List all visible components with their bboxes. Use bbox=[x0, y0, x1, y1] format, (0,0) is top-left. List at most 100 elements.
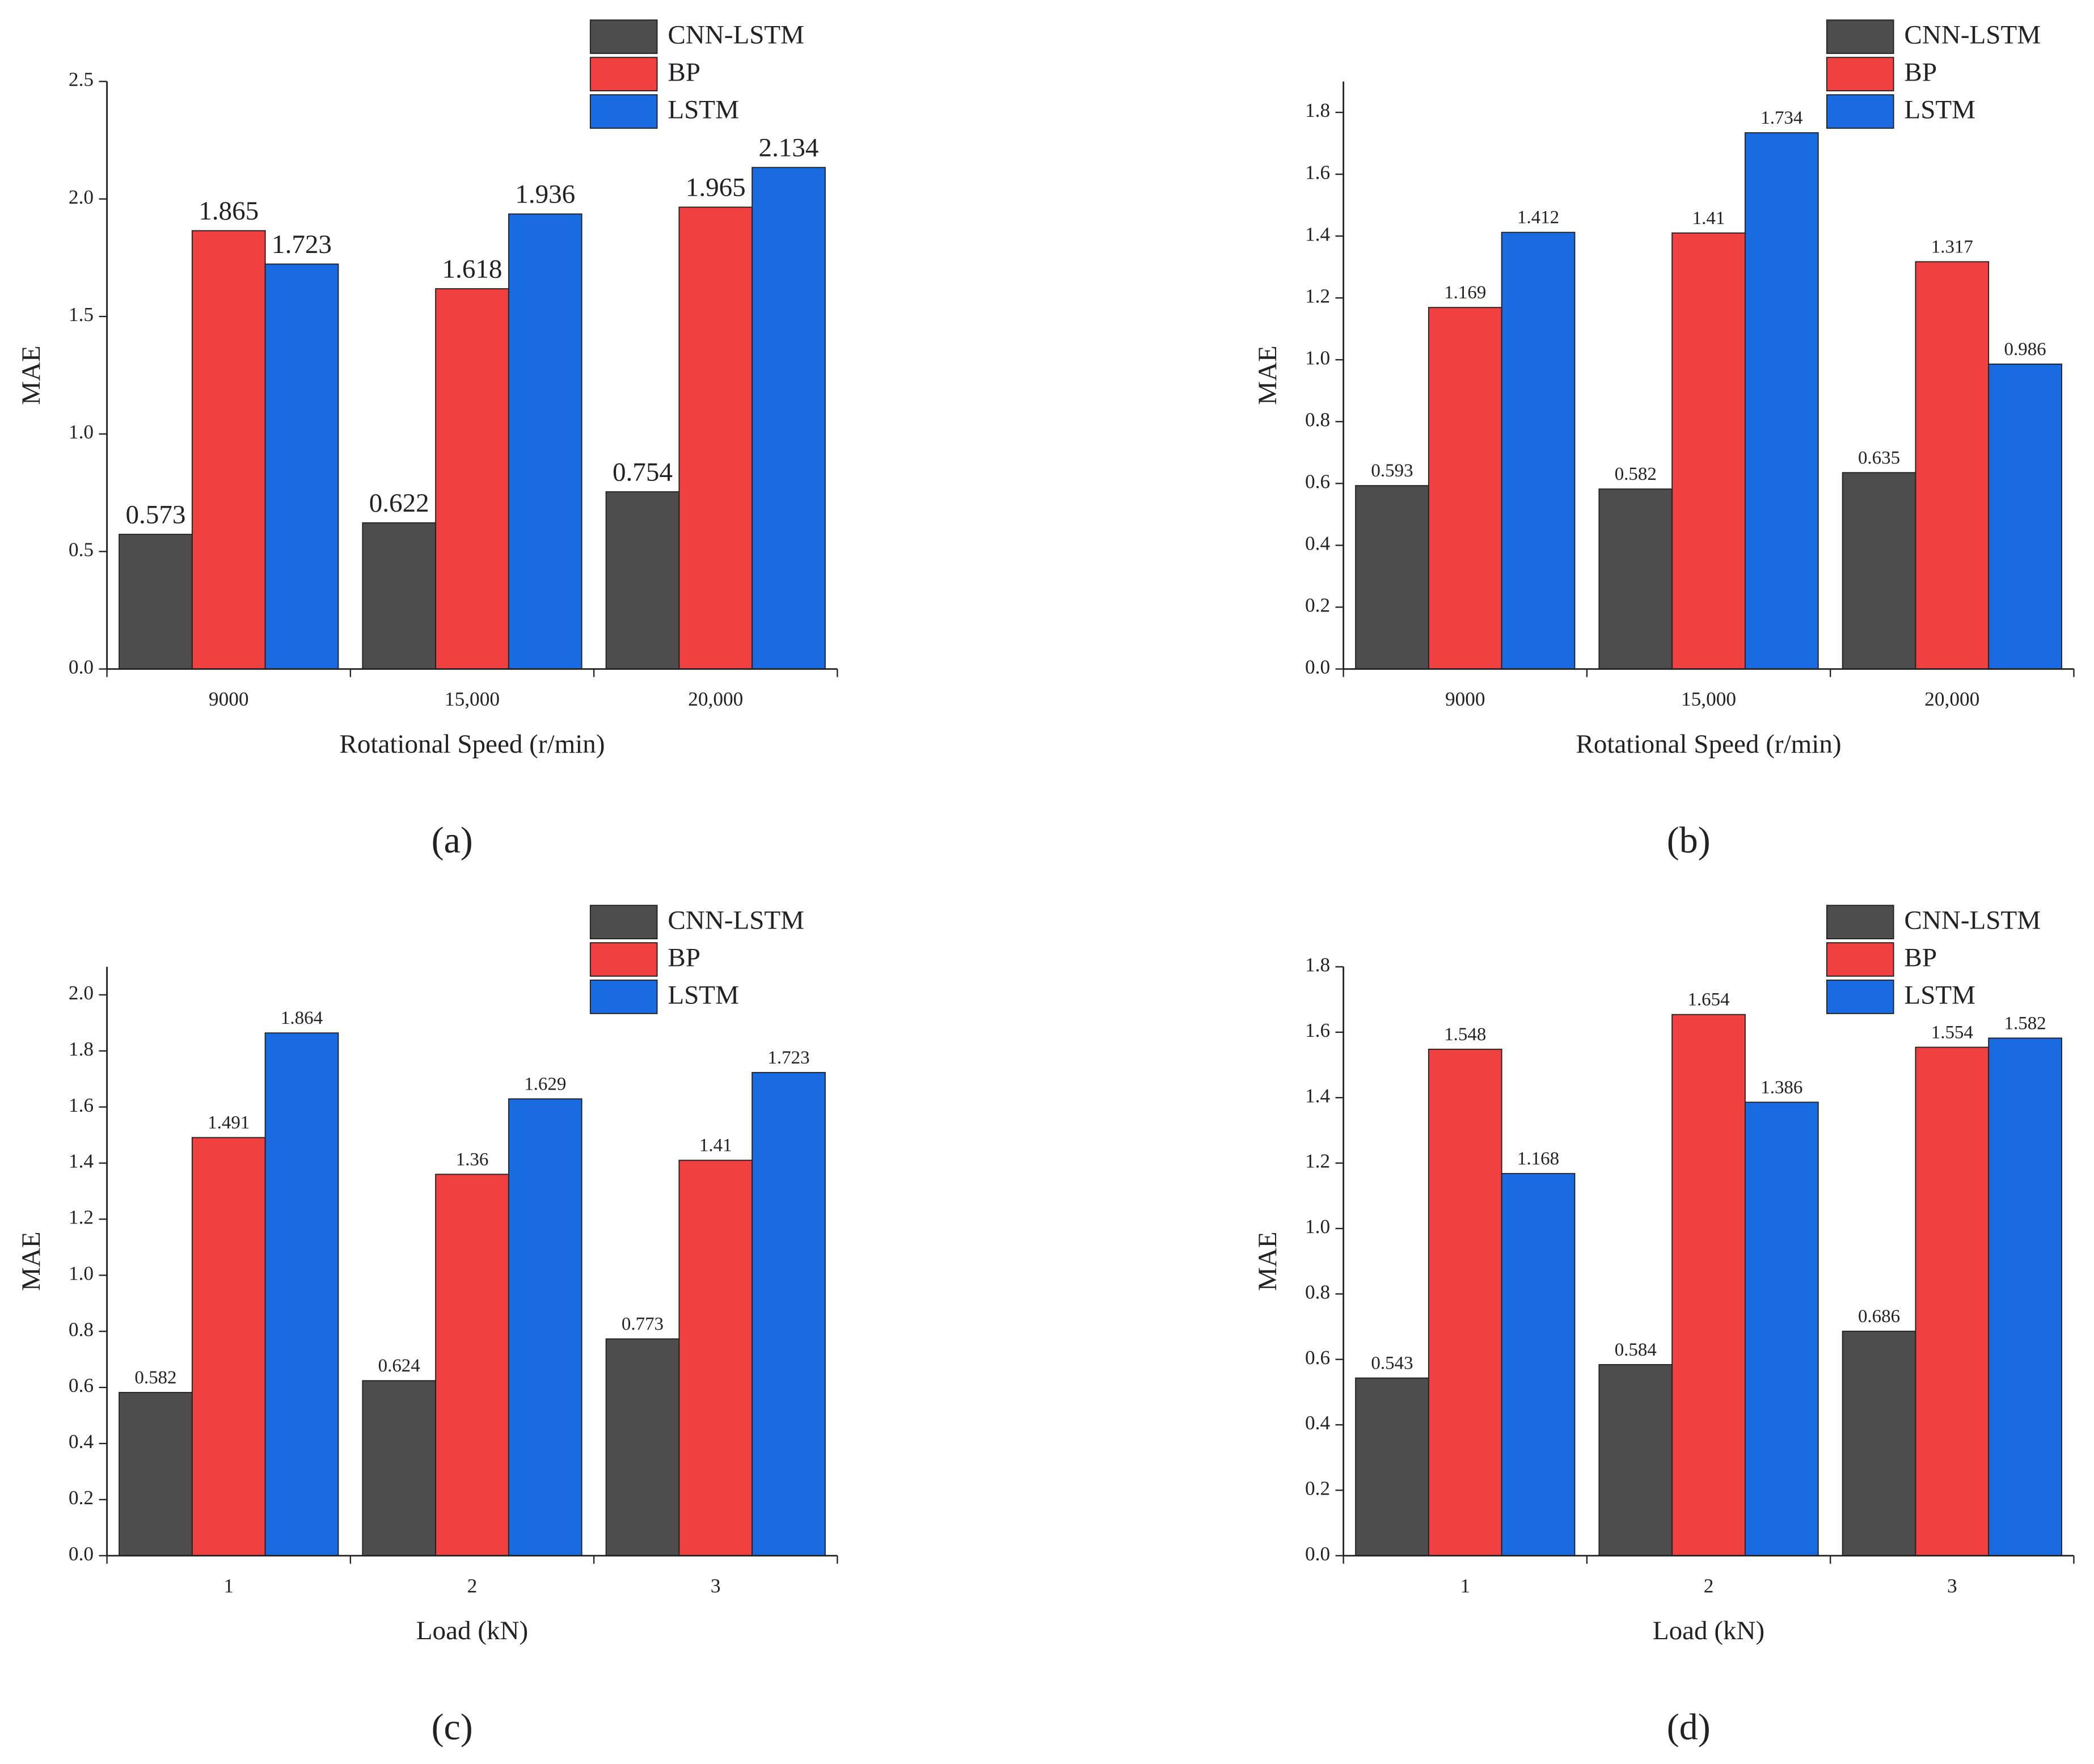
legend-label: CNN-LSTM bbox=[668, 20, 804, 50]
legend-label: BP bbox=[1904, 943, 1937, 973]
bar bbox=[752, 167, 826, 670]
value-label: 1.965 bbox=[686, 172, 746, 202]
value-label: 1.548 bbox=[1444, 1024, 1486, 1045]
legend-label: LSTM bbox=[1904, 95, 1975, 125]
bar bbox=[1598, 1364, 1673, 1556]
y-tick-label: 0.4 bbox=[1305, 533, 1330, 555]
legend-swatch bbox=[589, 57, 658, 92]
value-label: 1.491 bbox=[208, 1113, 250, 1133]
x-tick-label: 9000 bbox=[1445, 688, 1485, 710]
legend-label: CNN-LSTM bbox=[668, 906, 804, 935]
bar bbox=[1988, 363, 2062, 670]
value-label: 1.554 bbox=[1931, 1022, 1973, 1043]
legend-label: LSTM bbox=[668, 95, 739, 125]
bar bbox=[605, 491, 680, 670]
legend-swatch bbox=[589, 942, 658, 977]
value-label: 0.754 bbox=[613, 457, 673, 487]
y-axis-label: MAE bbox=[1253, 345, 1282, 405]
bar bbox=[1671, 1014, 1746, 1556]
y-tick-label: 1.2 bbox=[1305, 285, 1330, 307]
value-label: 0.624 bbox=[378, 1356, 420, 1376]
bar bbox=[678, 1159, 753, 1556]
y-tick-label: 1.4 bbox=[69, 1150, 94, 1172]
bar bbox=[1501, 1173, 1576, 1556]
value-label: 0.686 bbox=[1858, 1306, 1900, 1327]
value-label: 2.134 bbox=[759, 133, 819, 162]
panel-label: (b) bbox=[1667, 820, 1711, 861]
y-tick-label: 1.0 bbox=[1305, 347, 1330, 369]
legend-swatch bbox=[589, 94, 658, 129]
y-axis-label: MAE bbox=[16, 345, 46, 405]
x-tick-label: 2 bbox=[1704, 1575, 1714, 1597]
y-tick-label: 1.4 bbox=[1305, 223, 1330, 245]
value-label: 1.629 bbox=[524, 1074, 566, 1094]
y-tick-label: 0.4 bbox=[1305, 1412, 1330, 1434]
value-label: 0.543 bbox=[1371, 1353, 1413, 1374]
y-tick-label: 1.6 bbox=[1305, 161, 1330, 183]
y-tick-label: 0.8 bbox=[69, 1318, 94, 1340]
legend-label: BP bbox=[668, 943, 700, 973]
value-label: 1.723 bbox=[272, 230, 332, 259]
y-tick-label: 1.6 bbox=[69, 1094, 94, 1116]
bar bbox=[1988, 1037, 2062, 1556]
value-label: 1.169 bbox=[1444, 282, 1486, 303]
legend-label: LSTM bbox=[668, 980, 739, 1010]
bar bbox=[678, 206, 753, 670]
y-tick-label: 1.8 bbox=[69, 1038, 94, 1060]
y-tick-label: 0.0 bbox=[1305, 1543, 1330, 1565]
value-label: 0.986 bbox=[2004, 339, 2046, 360]
y-tick-label: 1.8 bbox=[1305, 99, 1330, 121]
y-tick-label: 1.6 bbox=[1305, 1019, 1330, 1041]
x-axis-label: Rotational Speed (r/min) bbox=[339, 729, 605, 759]
value-label: 1.734 bbox=[1761, 108, 1802, 128]
bar bbox=[1915, 1046, 1990, 1556]
bar bbox=[1428, 307, 1502, 670]
bar bbox=[1598, 488, 1673, 670]
bar bbox=[264, 1032, 339, 1556]
y-tick-label: 1.0 bbox=[69, 1262, 94, 1284]
value-label: 1.582 bbox=[2004, 1013, 2046, 1033]
x-axis-label: Load (kN) bbox=[1653, 1616, 1764, 1645]
y-tick-label: 0.0 bbox=[69, 1543, 94, 1565]
bar bbox=[1915, 261, 1990, 670]
value-label: 1.654 bbox=[1687, 990, 1729, 1010]
y-tick-label: 0.6 bbox=[1305, 470, 1330, 492]
y-tick-label: 0.2 bbox=[1305, 1477, 1330, 1499]
bar bbox=[508, 1098, 582, 1556]
bar bbox=[362, 1380, 437, 1556]
value-label: 1.41 bbox=[699, 1136, 732, 1156]
bar bbox=[1671, 232, 1746, 670]
y-tick-label: 1.5 bbox=[69, 303, 94, 326]
y-tick-label: 0.0 bbox=[69, 656, 94, 678]
x-tick-label: 20,000 bbox=[688, 688, 743, 710]
y-tick-label: 0.2 bbox=[1305, 594, 1330, 617]
bar bbox=[191, 1137, 266, 1556]
value-label: 1.41 bbox=[1692, 208, 1725, 229]
value-label: 0.584 bbox=[1615, 1340, 1657, 1360]
legend-label: LSTM bbox=[1904, 980, 1975, 1010]
legend-swatch bbox=[1826, 980, 1894, 1014]
y-tick-label: 0.4 bbox=[69, 1430, 94, 1453]
bar bbox=[605, 1338, 680, 1556]
bar bbox=[264, 263, 339, 670]
y-tick-label: 1.8 bbox=[1305, 954, 1330, 976]
value-label: 0.593 bbox=[1371, 461, 1413, 481]
y-tick-label: 0.0 bbox=[1305, 656, 1330, 678]
y-tick-label: 0.6 bbox=[69, 1374, 94, 1396]
bar bbox=[1744, 132, 1819, 670]
x-axis-label: Load (kN) bbox=[416, 1616, 528, 1645]
y-tick-label: 1.2 bbox=[69, 1206, 94, 1229]
y-axis-label: MAE bbox=[1253, 1231, 1282, 1291]
value-label: 0.582 bbox=[1615, 464, 1657, 484]
value-label: 0.573 bbox=[125, 500, 185, 529]
legend-label: BP bbox=[668, 58, 700, 87]
x-tick-label: 1 bbox=[223, 1575, 234, 1597]
y-tick-label: 1.4 bbox=[1305, 1084, 1330, 1107]
legend-swatch bbox=[1826, 905, 1894, 939]
value-label: 0.622 bbox=[369, 488, 429, 518]
y-tick-label: 2.0 bbox=[69, 982, 94, 1004]
bar bbox=[119, 1392, 193, 1556]
value-label: 1.36 bbox=[456, 1149, 489, 1170]
panel-label: (a) bbox=[432, 820, 473, 861]
panel-label: (c) bbox=[432, 1706, 473, 1748]
